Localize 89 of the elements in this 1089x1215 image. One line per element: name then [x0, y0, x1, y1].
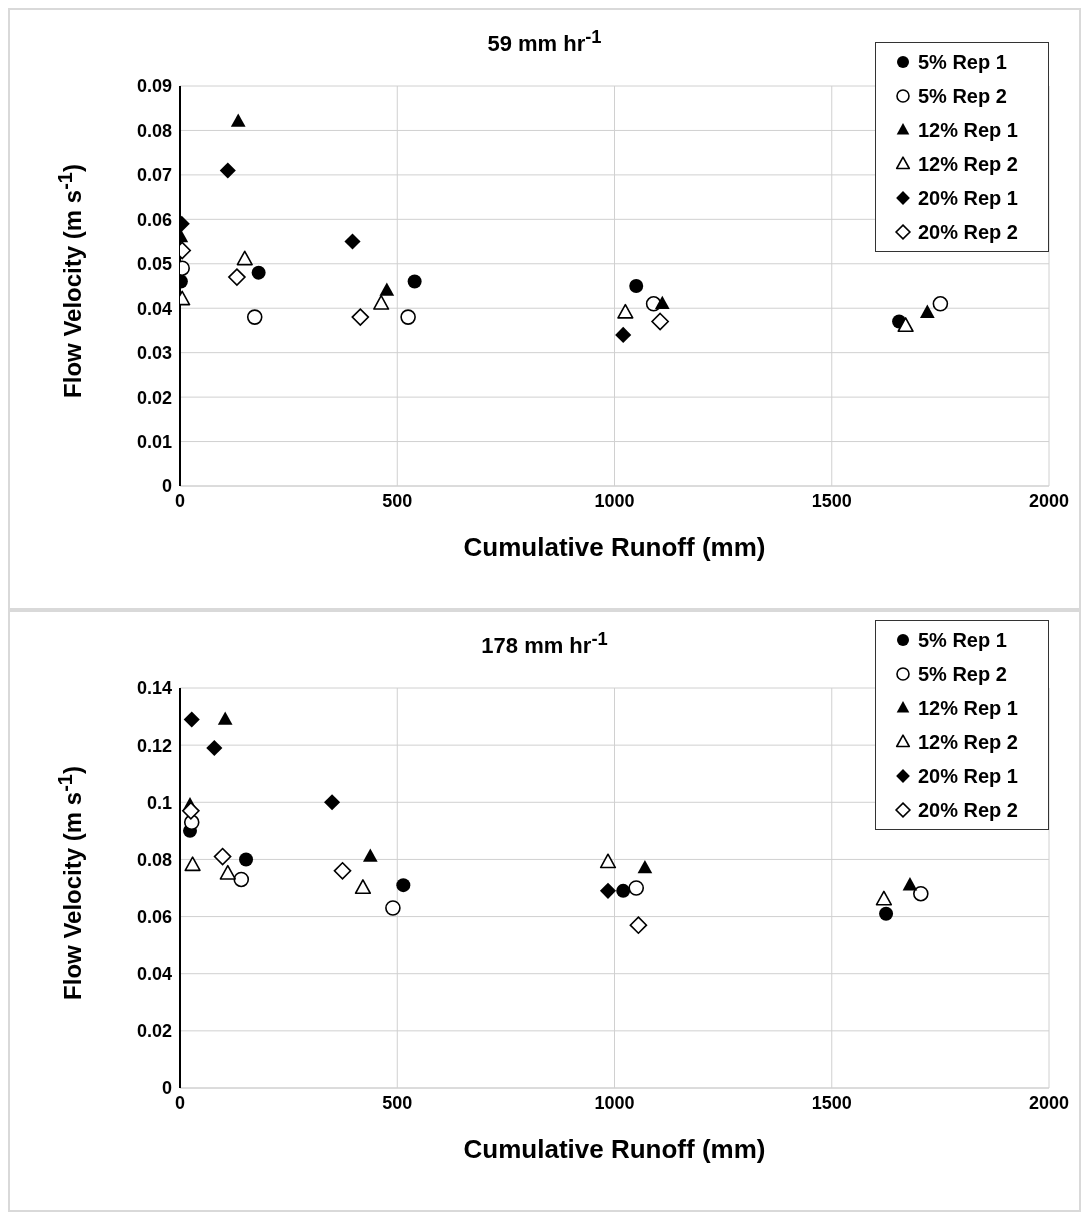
point [354, 879, 372, 895]
point [919, 304, 935, 318]
legend-label: 5% Rep 2 [917, 84, 1007, 108]
point [213, 847, 232, 866]
point [629, 916, 648, 934]
x-tick-label: 1500 [811, 490, 852, 511]
point [407, 274, 422, 289]
point [373, 294, 390, 310]
point [206, 739, 223, 757]
point [913, 885, 929, 902]
x-tick-label: 0 [174, 1092, 186, 1113]
x-tick-label: 1500 [811, 1092, 852, 1113]
x-tick-label: 2000 [1028, 490, 1070, 511]
point [654, 295, 670, 310]
x-tick-label: 500 [382, 490, 413, 511]
y-tick-label: 0.1 [146, 792, 172, 813]
chart-title: 59 mm hr$^{-1}$ [487, 26, 602, 57]
point [616, 883, 631, 898]
point [599, 882, 617, 899]
legend-label: 20% Rep 1 [917, 764, 1018, 788]
y-tick-label: 0.02 [136, 387, 172, 408]
point [236, 250, 253, 266]
point [217, 711, 233, 725]
point [219, 864, 236, 880]
y-tick-label: 0.05 [136, 254, 172, 275]
point [239, 852, 254, 867]
x-tick-label: 500 [382, 1092, 413, 1113]
point [385, 900, 401, 916]
y-tick-label: 0.02 [136, 1021, 172, 1042]
point [897, 317, 914, 333]
legend-label: 20% Rep 1 [917, 186, 1018, 210]
point [379, 282, 395, 296]
point [628, 880, 645, 896]
x-tick-label: 1000 [594, 490, 635, 511]
y-tick-label: 0 [161, 1078, 172, 1099]
point [932, 295, 949, 312]
point [351, 308, 370, 326]
point [400, 309, 416, 325]
point [183, 711, 200, 728]
x-axis-title: Cumulative Runoff (mm) [463, 1134, 766, 1164]
legend-label: 12% Rep 2 [917, 730, 1018, 754]
legend-label: 12% Rep 1 [917, 696, 1018, 720]
point [246, 309, 263, 325]
point [333, 862, 352, 880]
chart-title: 178 mm hr$^{-1}$ [481, 628, 608, 659]
y-tick-label: 0.06 [136, 209, 172, 230]
y-tick-label: 0.01 [136, 431, 172, 452]
legend-label: 20% Rep 2 [917, 220, 1018, 244]
point [182, 802, 200, 820]
point [233, 871, 250, 888]
point [637, 859, 653, 874]
point [875, 890, 893, 906]
x-tick-label: 0 [174, 490, 186, 511]
point [902, 877, 918, 891]
point [396, 878, 411, 893]
y-tick-label: 0.08 [136, 120, 172, 141]
y-tick-label: 0.09 [136, 76, 172, 97]
point [251, 265, 266, 280]
legend-label: 5% Rep 2 [917, 662, 1007, 686]
legend-label: 20% Rep 2 [917, 798, 1018, 822]
point [184, 856, 201, 872]
point [324, 794, 341, 811]
point [599, 853, 617, 869]
y-tick-label: 0.07 [136, 165, 172, 186]
point [219, 162, 236, 179]
x-axis-title: Cumulative Runoff (mm) [463, 532, 766, 562]
y-tick-label: 0.06 [136, 906, 172, 927]
y-tick-label: 0.14 [136, 678, 172, 699]
legend-label: 5% Rep 1 [917, 50, 1007, 74]
point [617, 303, 634, 319]
point [879, 906, 894, 921]
point [629, 279, 644, 293]
y-tick-label: 0.08 [136, 849, 172, 870]
point [651, 312, 669, 331]
point [362, 848, 378, 862]
y-tick-label: 0 [161, 476, 172, 497]
legend-label: 12% Rep 1 [917, 118, 1018, 142]
y-tick-label: 0.03 [136, 343, 172, 364]
y-tick-label: 0.12 [136, 735, 172, 756]
legend-label: 5% Rep 1 [917, 628, 1007, 652]
point [230, 113, 246, 127]
legend-label: 12% Rep 2 [917, 152, 1018, 176]
y-tick-label: 0.04 [136, 298, 172, 319]
x-tick-label: 1000 [594, 1092, 635, 1113]
point [344, 233, 361, 250]
y-tick-label: 0.04 [136, 964, 172, 985]
point [615, 326, 632, 343]
x-tick-label: 2000 [1028, 1092, 1070, 1113]
point [228, 268, 246, 286]
